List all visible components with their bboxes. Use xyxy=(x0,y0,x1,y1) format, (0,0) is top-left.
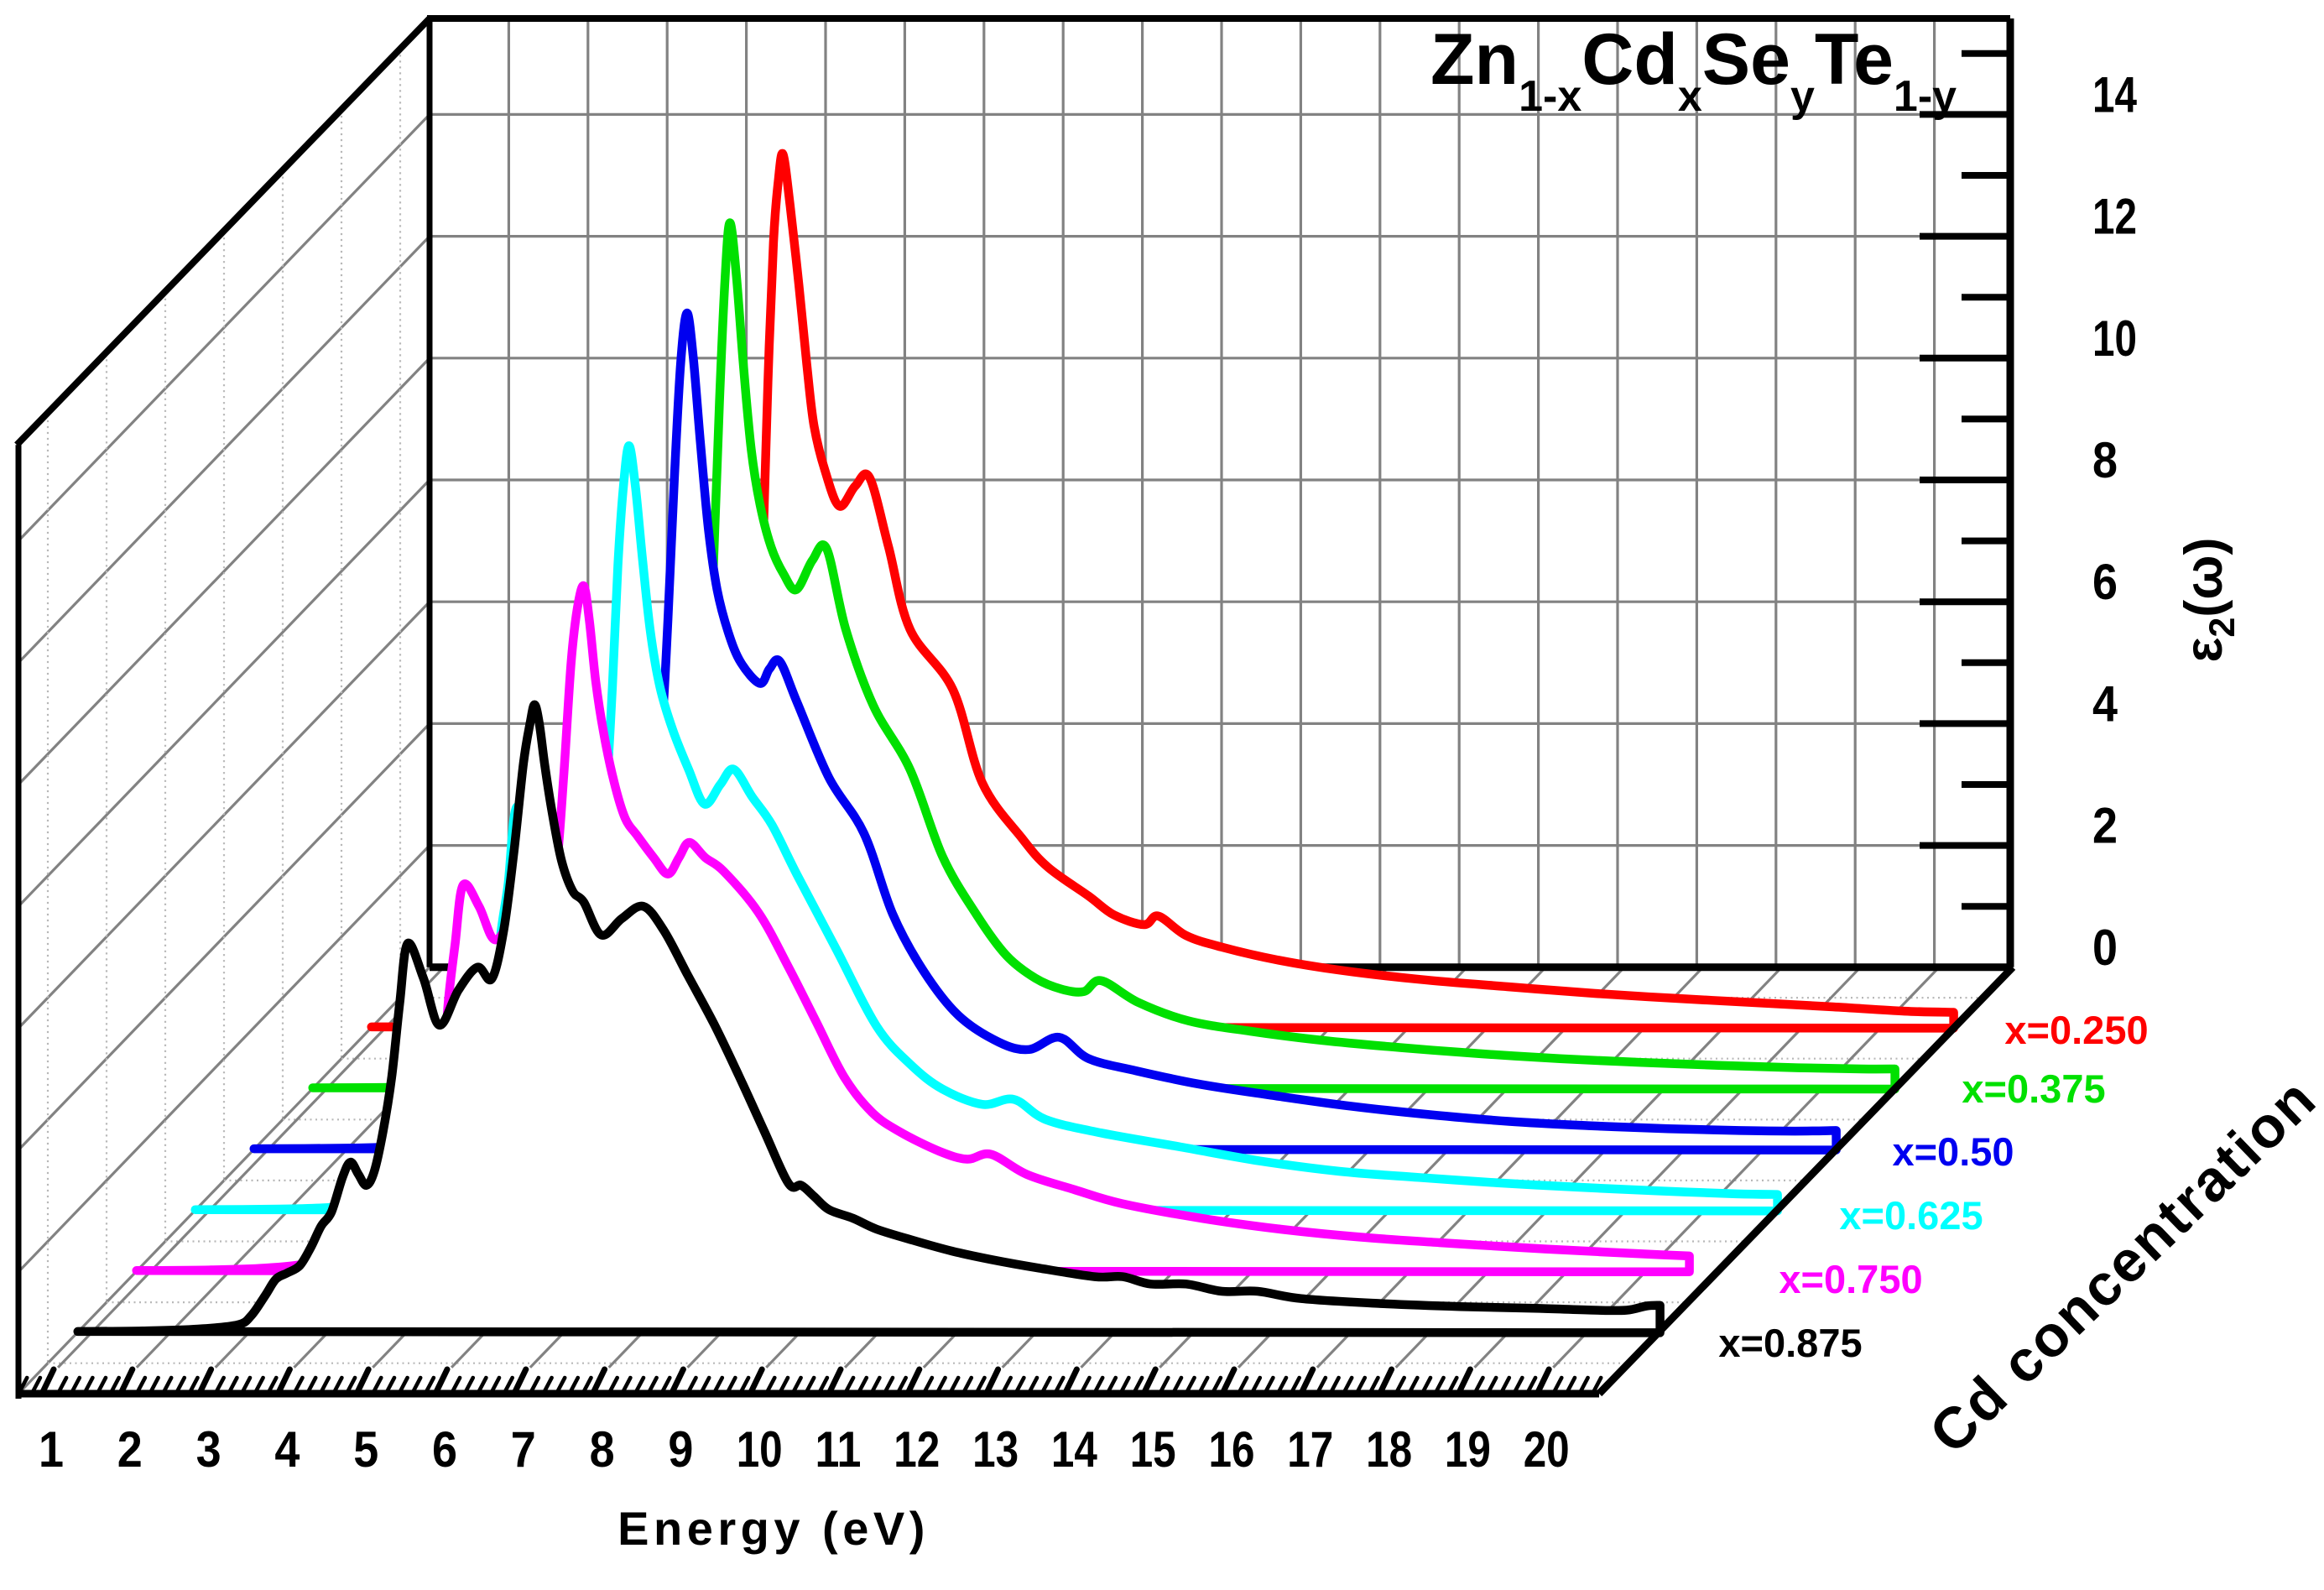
svg-text:1: 1 xyxy=(39,1421,64,1478)
svg-text:6: 6 xyxy=(432,1421,457,1478)
svg-text:12: 12 xyxy=(2092,189,2137,245)
svg-text:2: 2 xyxy=(117,1421,143,1478)
svg-text:2: 2 xyxy=(2092,798,2118,854)
svg-text:5: 5 xyxy=(353,1421,378,1478)
svg-text:16: 16 xyxy=(1209,1421,1255,1478)
svg-text:9: 9 xyxy=(668,1421,693,1478)
svg-text:20: 20 xyxy=(1524,1421,1570,1478)
svg-text:3: 3 xyxy=(196,1421,221,1478)
svg-text:4: 4 xyxy=(2092,675,2118,732)
svg-text:x=0.250: x=0.250 xyxy=(2004,1008,2148,1052)
svg-text:0: 0 xyxy=(2092,920,2118,976)
svg-text:Energy (eV): Energy (eV) xyxy=(617,1502,930,1555)
svg-text:8: 8 xyxy=(590,1421,615,1478)
svg-text:ε2(ω): ε2(ω) xyxy=(2175,537,2243,662)
svg-text:15: 15 xyxy=(1130,1421,1176,1478)
svg-text:17: 17 xyxy=(1287,1421,1333,1478)
svg-text:x=0.625: x=0.625 xyxy=(1839,1193,1983,1238)
svg-text:10: 10 xyxy=(737,1421,783,1478)
svg-text:14: 14 xyxy=(1051,1421,1098,1478)
svg-text:x=0.375: x=0.375 xyxy=(1962,1066,2105,1111)
svg-text:8: 8 xyxy=(2092,432,2118,488)
svg-text:18: 18 xyxy=(1366,1421,1412,1478)
svg-text:11: 11 xyxy=(815,1421,862,1478)
svg-text:4: 4 xyxy=(274,1421,300,1478)
svg-text:13: 13 xyxy=(972,1421,1019,1478)
svg-text:12: 12 xyxy=(894,1421,940,1478)
svg-text:x=0.50: x=0.50 xyxy=(1892,1129,2014,1174)
svg-text:6: 6 xyxy=(2092,554,2118,610)
svg-text:7: 7 xyxy=(511,1421,536,1478)
svg-text:x=0.750: x=0.750 xyxy=(1779,1257,1922,1301)
svg-text:10: 10 xyxy=(2092,310,2137,367)
svg-text:x=0.875: x=0.875 xyxy=(1718,1321,1862,1365)
svg-text:19: 19 xyxy=(1445,1421,1491,1478)
svg-text:14: 14 xyxy=(2092,66,2137,123)
